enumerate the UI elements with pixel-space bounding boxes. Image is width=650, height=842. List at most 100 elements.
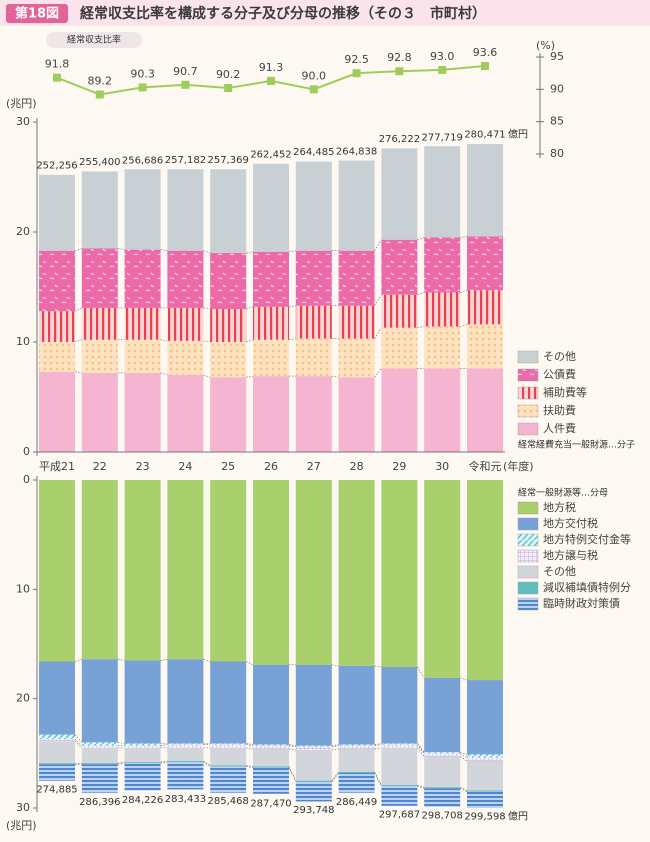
bar-segment: [381, 786, 418, 806]
bar-segment: [81, 339, 118, 373]
bar-segment: [424, 368, 461, 452]
marker: [352, 69, 361, 78]
connector: [117, 742, 125, 744]
legend-label: その他: [543, 565, 576, 578]
connector: [460, 290, 468, 293]
bar-segment: [167, 250, 204, 308]
value-label: 89.2: [88, 75, 113, 88]
legend-swatch: [517, 581, 539, 595]
marker: [181, 80, 190, 89]
bar-segment: [39, 763, 75, 765]
legend-swatch: [517, 422, 539, 436]
bar-segment: [124, 743, 161, 746]
bar-segment: [381, 747, 418, 786]
y-unit: (兆円): [6, 819, 37, 832]
connector: [460, 677, 468, 681]
bar-segment: [295, 305, 332, 339]
legend-label: その他: [543, 350, 576, 363]
connector: [203, 340, 211, 343]
connector: [374, 327, 382, 339]
bar-segment: [381, 666, 418, 744]
connector: [417, 744, 425, 754]
x-unit: (年度): [503, 459, 534, 473]
value-label: 91.8: [45, 58, 70, 71]
bar-segment: [167, 169, 204, 251]
y-tick-label: 30: [16, 115, 30, 128]
x-tick-label: 27: [307, 460, 321, 473]
bar-segment: [210, 342, 247, 378]
y-tick-label: 0: [23, 445, 30, 458]
connector: [160, 760, 168, 763]
bar-segment: [467, 757, 503, 761]
connector: [374, 743, 382, 745]
bar-segment: [338, 338, 375, 378]
bar-segment: [39, 739, 75, 742]
bar-segment: [253, 664, 289, 745]
bar-segment: [295, 781, 332, 802]
bar-segment: [381, 743, 418, 745]
bar-segment: [210, 747, 247, 766]
legend-label: 補助費等: [543, 385, 587, 399]
connector: [246, 765, 254, 767]
bar-segment: [424, 756, 461, 788]
value-label: 90.7: [173, 65, 198, 78]
connector: [417, 784, 425, 788]
bar-segment: [338, 377, 375, 452]
bar-segment: [424, 752, 461, 754]
total-label: 284,226: [122, 795, 163, 806]
bar-segment: [81, 742, 118, 746]
bar-segment: [210, 743, 247, 745]
bar-segment: [39, 734, 75, 740]
bar-segment: [338, 748, 375, 772]
connector: [74, 371, 82, 374]
bar-segment: [467, 680, 503, 755]
bar-segment: [253, 745, 289, 749]
legend-label: 臨時財政対策債: [543, 596, 620, 610]
value-label: 92.5: [344, 53, 369, 66]
legend-label: 公債費: [543, 367, 576, 381]
legend-label: 地方税: [543, 500, 576, 514]
total-label: 256,686: [122, 156, 163, 167]
bar-segment: [338, 771, 375, 774]
bar-segment: [467, 368, 503, 452]
connector: [203, 374, 211, 378]
connector: [331, 748, 339, 751]
connector: [417, 785, 425, 789]
bar-segment: [338, 665, 375, 745]
bar-segment: [39, 250, 75, 312]
bar-segment: [424, 292, 461, 327]
bar-segment: [167, 375, 204, 452]
line-title: 経常収支比率: [67, 34, 121, 46]
bar-segment: [467, 760, 503, 791]
legend-swatch: [517, 565, 539, 579]
bar-segment: [338, 480, 375, 666]
bar-segment: [81, 480, 118, 660]
x-tick-label: 25: [221, 460, 235, 473]
total-label: 264,838: [336, 147, 377, 158]
total-label: 299,598: [464, 812, 505, 823]
connector: [246, 766, 254, 768]
connector: [460, 236, 468, 238]
connector: [160, 659, 168, 661]
y-tick-label: 90: [550, 82, 564, 95]
bar-segment: [467, 324, 503, 369]
bar-segment: [338, 745, 375, 749]
marker: [267, 76, 275, 85]
connector: [246, 375, 254, 378]
connector: [374, 747, 382, 750]
legend-swatch: [517, 350, 539, 364]
connector: [160, 744, 168, 746]
connector: [160, 249, 168, 251]
bar-segment: [253, 376, 289, 452]
bar-segment: [253, 306, 289, 340]
bar-segment: [424, 146, 461, 238]
bar-segment: [124, 480, 161, 661]
connector: [417, 747, 425, 757]
bar-segment: [210, 480, 247, 662]
legend-note: 経常経費充当一般財源…分子: [518, 439, 635, 451]
connector: [246, 661, 254, 666]
connector: [374, 744, 382, 746]
legend-label: 人件費: [543, 421, 576, 435]
bar-segment: [124, 249, 161, 308]
